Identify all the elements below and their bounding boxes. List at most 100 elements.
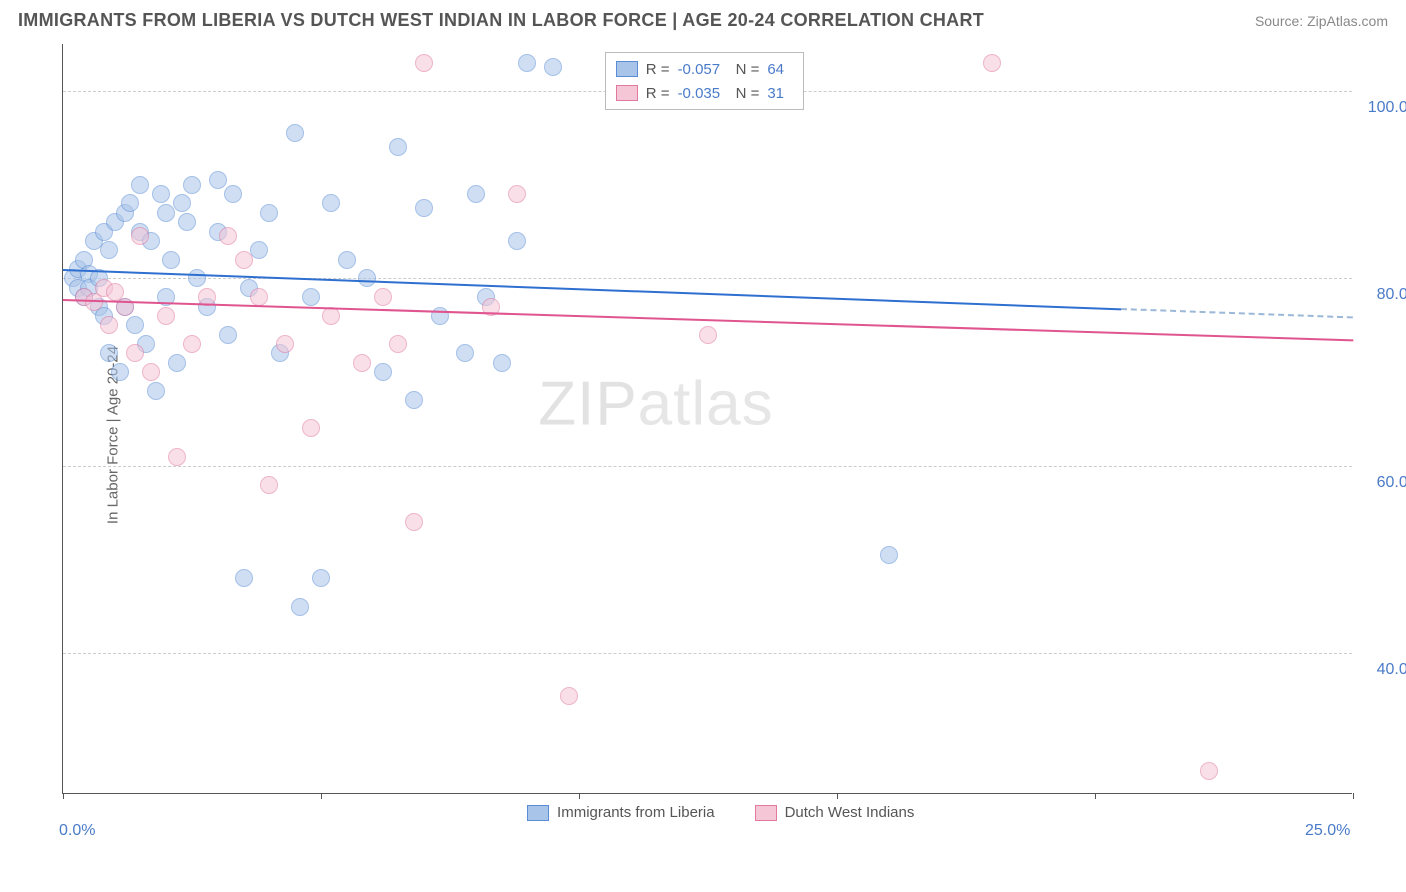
scatter-point-liberia — [518, 54, 536, 72]
scatter-point-liberia — [209, 171, 227, 189]
plot-wrap: In Labor Force | Age 20-24 ZIPatlas 40.0… — [42, 44, 1390, 826]
scatter-point-dutch — [250, 288, 268, 306]
scatter-point-dutch — [983, 54, 1001, 72]
scatter-point-dutch — [389, 335, 407, 353]
scatter-point-liberia — [467, 185, 485, 203]
scatter-point-liberia — [312, 569, 330, 587]
scatter-point-dutch — [508, 185, 526, 203]
gridline — [63, 466, 1352, 467]
scatter-point-liberia — [291, 598, 309, 616]
scatter-point-dutch — [415, 54, 433, 72]
legend-n-label: N = — [736, 85, 760, 102]
scatter-point-dutch — [560, 687, 578, 705]
scatter-point-dutch — [183, 335, 201, 353]
x-tick — [837, 793, 838, 799]
scatter-point-liberia — [260, 204, 278, 222]
plot-area: ZIPatlas 40.0%60.0%80.0%100.0%0.0%25.0%R… — [62, 44, 1352, 794]
legend-row-liberia: R =-0.057N =64 — [616, 57, 794, 81]
legend-swatch — [755, 805, 777, 821]
x-tick — [63, 793, 64, 799]
scatter-point-liberia — [235, 569, 253, 587]
gridline — [63, 278, 1352, 279]
scatter-point-dutch — [276, 335, 294, 353]
scatter-point-dutch — [142, 363, 160, 381]
scatter-point-dutch — [168, 448, 186, 466]
scatter-point-liberia — [456, 344, 474, 362]
x-tick-label: 25.0% — [1305, 822, 1350, 840]
legend-r-label: R = — [646, 61, 670, 78]
y-tick-label: 40.0% — [1377, 661, 1406, 679]
scatter-point-liberia — [111, 363, 129, 381]
scatter-point-liberia — [178, 213, 196, 231]
scatter-point-dutch — [405, 513, 423, 531]
scatter-point-liberia — [100, 344, 118, 362]
scatter-point-liberia — [405, 391, 423, 409]
scatter-point-liberia — [188, 269, 206, 287]
scatter-point-liberia — [286, 124, 304, 142]
legend-item-dutch: Dutch West Indians — [755, 804, 915, 821]
legend-label: Dutch West Indians — [785, 804, 915, 821]
scatter-point-liberia — [880, 546, 898, 564]
y-tick-label: 80.0% — [1377, 286, 1406, 304]
scatter-point-dutch — [1200, 762, 1218, 780]
legend-swatch — [616, 61, 638, 77]
scatter-point-dutch — [374, 288, 392, 306]
scatter-point-liberia — [126, 316, 144, 334]
watermark: ZIPatlas — [538, 368, 773, 439]
scatter-point-liberia — [100, 241, 118, 259]
legend-swatch — [616, 85, 638, 101]
scatter-point-liberia — [493, 354, 511, 372]
scatter-point-liberia — [219, 326, 237, 344]
scatter-point-liberia — [147, 382, 165, 400]
scatter-point-liberia — [415, 199, 433, 217]
gridline — [63, 653, 1352, 654]
y-tick-label: 100.0% — [1368, 99, 1406, 117]
scatter-point-liberia — [544, 58, 562, 76]
x-tick — [1353, 793, 1354, 799]
scatter-point-liberia — [162, 251, 180, 269]
scatter-point-liberia — [322, 194, 340, 212]
trend-line-dash — [1121, 308, 1353, 318]
source-label: Source: ZipAtlas.com — [1255, 13, 1388, 29]
scatter-point-liberia — [121, 194, 139, 212]
legend-swatch — [527, 805, 549, 821]
legend-r-label: R = — [646, 85, 670, 102]
scatter-point-liberia — [302, 288, 320, 306]
scatter-point-liberia — [131, 176, 149, 194]
scatter-point-liberia — [224, 185, 242, 203]
scatter-point-liberia — [374, 363, 392, 381]
scatter-point-dutch — [260, 476, 278, 494]
legend-n-value: 31 — [767, 85, 793, 102]
scatter-point-liberia — [508, 232, 526, 250]
scatter-point-dutch — [699, 326, 717, 344]
scatter-point-liberia — [250, 241, 268, 259]
x-tick — [321, 793, 322, 799]
scatter-point-dutch — [157, 307, 175, 325]
scatter-point-dutch — [235, 251, 253, 269]
scatter-point-dutch — [302, 419, 320, 437]
legend-r-value: -0.057 — [678, 61, 728, 78]
legend-n-value: 64 — [767, 61, 793, 78]
scatter-point-liberia — [152, 185, 170, 203]
scatter-point-dutch — [100, 316, 118, 334]
x-tick — [579, 793, 580, 799]
scatter-point-dutch — [131, 227, 149, 245]
scatter-point-dutch — [126, 344, 144, 362]
scatter-point-liberia — [338, 251, 356, 269]
scatter-point-liberia — [183, 176, 201, 194]
x-tick-label: 0.0% — [59, 822, 95, 840]
scatter-point-liberia — [389, 138, 407, 156]
y-tick-label: 60.0% — [1377, 474, 1406, 492]
scatter-point-dutch — [219, 227, 237, 245]
scatter-point-liberia — [431, 307, 449, 325]
x-tick — [1095, 793, 1096, 799]
legend-r-value: -0.035 — [678, 85, 728, 102]
series-legend: Immigrants from Liberia Dutch West Indian… — [527, 804, 914, 821]
chart-title: IMMIGRANTS FROM LIBERIA VS DUTCH WEST IN… — [18, 10, 984, 31]
scatter-point-liberia — [358, 269, 376, 287]
scatter-point-dutch — [353, 354, 371, 372]
scatter-point-liberia — [173, 194, 191, 212]
correlation-legend: R =-0.057N =64R =-0.035N =31 — [605, 52, 805, 110]
legend-item-liberia: Immigrants from Liberia — [527, 804, 715, 821]
scatter-point-liberia — [168, 354, 186, 372]
